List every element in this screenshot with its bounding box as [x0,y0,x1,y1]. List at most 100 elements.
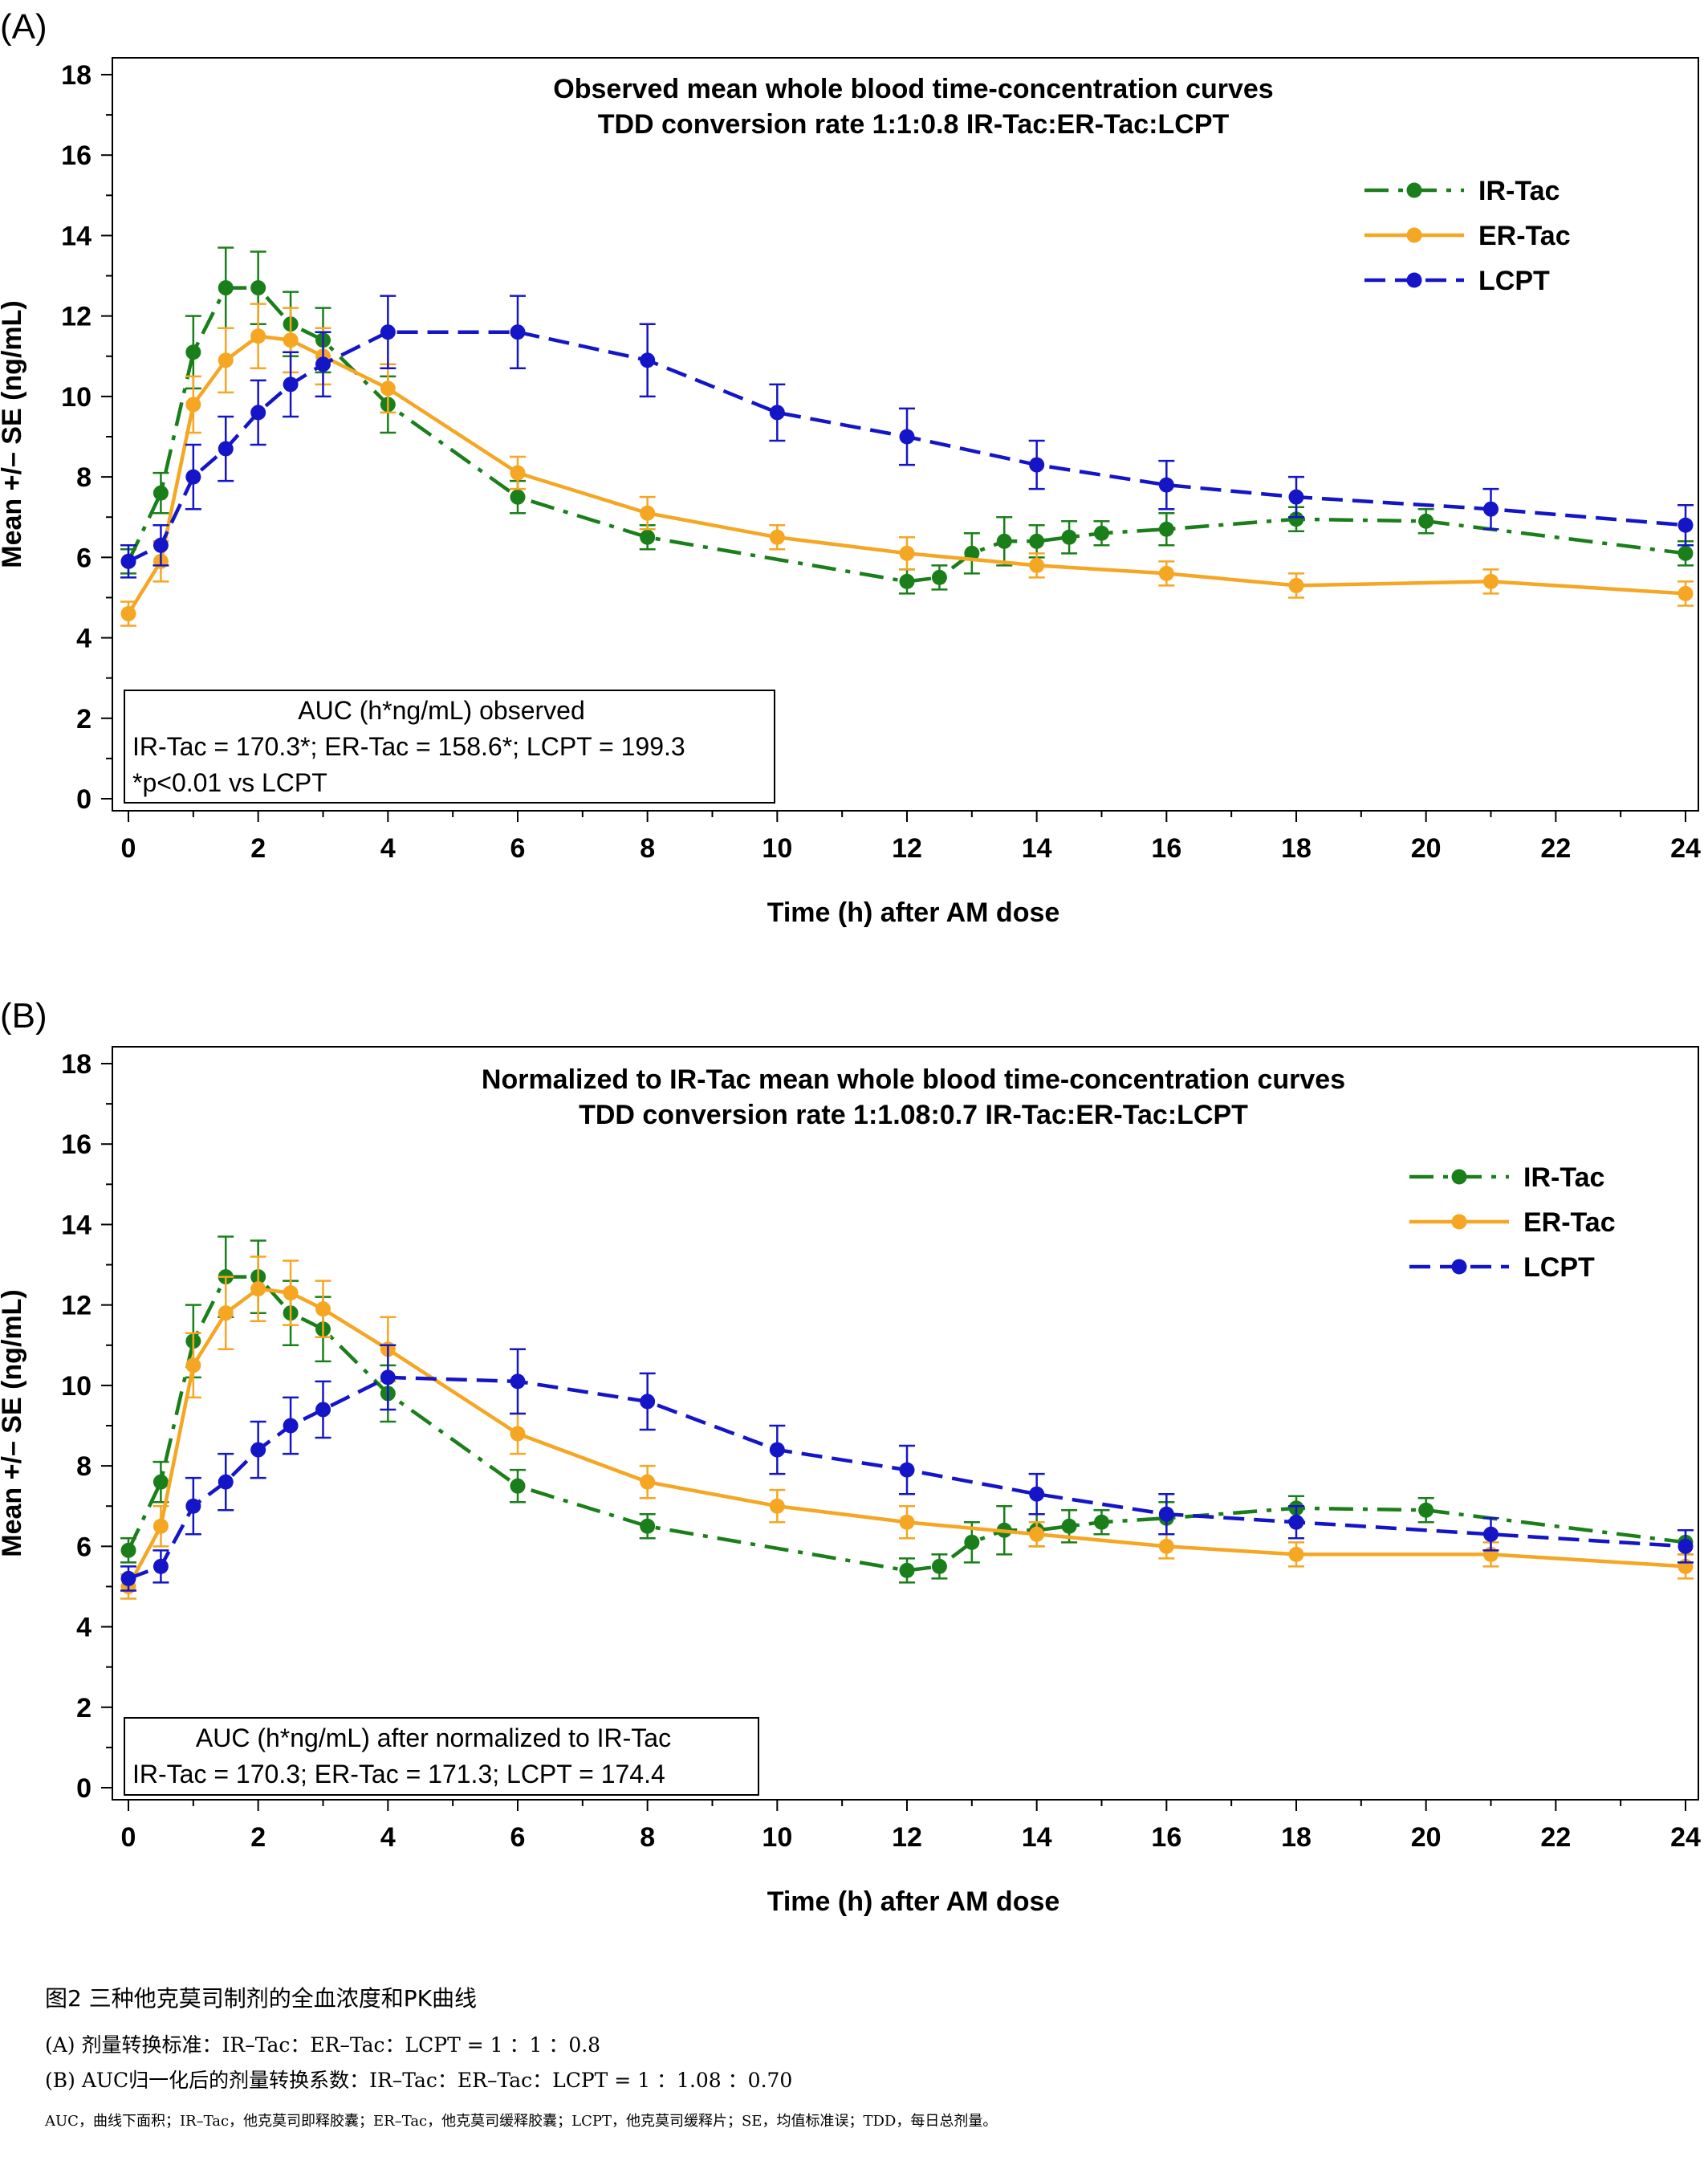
data-point [218,352,234,368]
x-tick-label: 8 [640,1822,655,1853]
data-point [250,280,266,296]
data-point [899,573,915,589]
data-point [315,356,331,372]
x-tick-label: 6 [510,1822,526,1853]
data-point [218,1305,234,1321]
data-point [510,324,526,340]
x-tick-label: 2 [250,833,266,864]
data-point [899,1462,915,1478]
data-point [218,280,234,296]
x-tick-label: 16 [1151,833,1181,864]
data-point [964,545,980,561]
data-point [120,1542,136,1558]
y-tick-label: 18 [61,1049,92,1080]
data-point [899,1562,915,1578]
data-point [640,529,656,545]
y-tick-label: 10 [61,382,92,413]
y-tick-label: 12 [61,1291,92,1321]
series-line [126,1275,1686,1573]
data-point [1288,577,1304,593]
data-point [510,489,526,505]
data-point [152,537,169,553]
data-point [996,533,1012,549]
x-axis-title: Time (h) after AM dose [767,1886,1060,1917]
y-tick-label: 0 [76,1773,92,1804]
data-point [1094,1514,1109,1530]
y-tick-label: 2 [76,704,92,735]
y-tick-label: 2 [76,1693,92,1723]
data-point [1094,525,1109,541]
legend-swatch-point [1451,1259,1467,1275]
auc-note: *p<0.01 vs LCPT [132,768,327,797]
data-point [380,1369,396,1386]
series-line [128,330,1686,564]
data-point [640,505,656,521]
x-tick-label: 20 [1411,833,1442,864]
series-line [127,1287,1686,1588]
data-point [1158,1506,1174,1522]
panel-label: (A) [0,7,47,47]
data-point [152,1558,169,1574]
y-tick-label: 6 [76,1532,92,1562]
data-point [899,1514,915,1530]
data-point [1678,585,1694,601]
y-tick-label: 10 [61,1371,92,1402]
y-tick-label: 12 [61,302,92,332]
chart-subtitle: TDD conversion rate 1:1.08:0.7 IR-Tac:ER… [579,1100,1248,1130]
y-tick-label: 4 [76,1613,92,1643]
data-point [315,1301,331,1317]
y-tick-label: 16 [61,1129,92,1160]
x-tick-label: 24 [1670,833,1701,864]
x-tick-label: 22 [1540,1822,1571,1853]
x-tick-label: 2 [250,1822,266,1853]
data-point [769,1442,785,1458]
legend-label: LCPT [1523,1252,1595,1283]
data-point [899,545,915,561]
data-point [185,397,201,413]
y-axis-title: Mean +/– SE (ng/mL) [0,300,27,568]
y-tick-label: 0 [76,784,92,815]
x-tick-label: 10 [762,833,792,864]
series-lcpt [120,1344,1694,1592]
data-point [185,469,201,485]
data-point [380,324,396,340]
figure-caption-abbreviations: AUC，曲线下面积；IR–Tac，他克莫司即释胶囊；ER–Tac，他克莫司缓释胶… [45,2113,998,2130]
data-point [185,344,201,360]
legend-swatch-point [1406,182,1422,198]
y-tick-label: 8 [76,462,92,493]
data-point [1061,529,1077,545]
data-point [931,1558,947,1574]
data-point [283,332,299,348]
series-line [126,286,1686,584]
legend-label: LCPT [1478,266,1550,296]
x-tick-label: 10 [762,1822,792,1853]
x-tick-label: 0 [121,1822,136,1853]
data-point [152,1518,169,1534]
plot-frame [112,57,1699,812]
data-point [1288,511,1304,527]
data-point [1678,1538,1694,1554]
y-tick-label: 18 [61,60,92,91]
x-tick-label: 4 [380,833,396,864]
data-point [510,465,526,481]
panel-b-chart: (B) Normalized to IR-Tac mean whole blood… [0,996,1701,1917]
data-point [1029,1526,1045,1542]
data-point [640,1474,656,1490]
y-tick-label: 8 [76,1451,92,1482]
data-point [283,1285,299,1301]
x-axis-title: Time (h) after AM dose [767,897,1060,928]
data-point [1678,545,1694,561]
data-point [185,1498,201,1514]
data-point [769,1498,785,1514]
series-lcpt [120,295,1694,579]
chart-title: Observed mean whole blood time-concentra… [553,74,1273,104]
data-point [283,1418,299,1434]
series-ertac [120,1255,1694,1600]
data-point [964,1534,980,1550]
data-point [640,352,656,368]
auc-values: IR-Tac = 170.3; ER-Tac = 171.3; LCPT = 1… [132,1760,665,1788]
data-point [1029,533,1045,549]
data-point [510,1426,526,1442]
data-point [510,1373,526,1390]
auc-values: IR-Tac = 170.3*; ER-Tac = 158.6*; LCPT =… [132,732,685,761]
